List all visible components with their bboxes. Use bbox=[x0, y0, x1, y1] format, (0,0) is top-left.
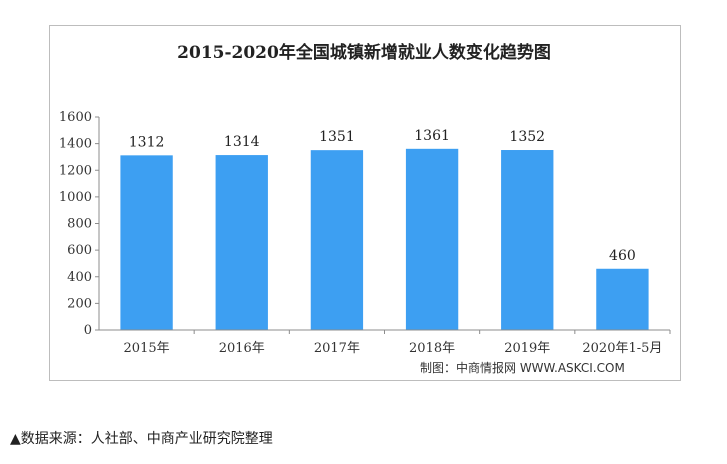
bars bbox=[120, 148, 649, 330]
y-tick-label: 400 bbox=[67, 270, 92, 285]
data-labels: 1312 1314 1351 1361 1352 460 bbox=[129, 128, 636, 264]
bar bbox=[501, 150, 554, 330]
bar bbox=[596, 268, 649, 330]
chart-credit: 制图：中商情报网 WWW.ASKCI.COM bbox=[420, 361, 625, 375]
data-source-note: ▲数据来源：人社部、中商产业研究院整理 bbox=[10, 431, 273, 447]
y-tick-label: 200 bbox=[67, 296, 92, 311]
x-tick-label: 2015年 bbox=[124, 341, 170, 356]
data-label: 1314 bbox=[224, 134, 260, 150]
x-tick-label: 2019年 bbox=[504, 341, 550, 356]
data-label: 1352 bbox=[509, 129, 545, 145]
data-label: 1351 bbox=[319, 129, 355, 145]
y-tick-label: 800 bbox=[67, 217, 92, 232]
x-tick-label: 2018年 bbox=[409, 341, 455, 356]
y-tick-label: 1000 bbox=[59, 190, 92, 205]
y-axis: 0 200 400 600 800 1000 1200 1400 1600 bbox=[59, 110, 100, 338]
bar bbox=[310, 150, 364, 330]
data-label: 1361 bbox=[414, 128, 450, 144]
y-tick-label: 1600 bbox=[59, 110, 92, 125]
chart-title: 2015-2020年全国城镇新增就业人数变化趋势图 bbox=[177, 42, 551, 63]
x-tick-label: 2020年1-5月 bbox=[582, 341, 662, 356]
bar bbox=[215, 155, 268, 330]
data-label: 1312 bbox=[129, 134, 165, 150]
y-tick-label: 600 bbox=[67, 243, 92, 258]
bar bbox=[405, 148, 459, 330]
x-tick-label: 2017年 bbox=[314, 341, 360, 356]
x-axis: 2015年 2016年 2017年 2018年 2019年 2020年1-5月 bbox=[99, 329, 671, 356]
x-tick-label: 2016年 bbox=[219, 341, 265, 356]
y-tick-label: 1400 bbox=[59, 137, 92, 152]
y-tick-label: 0 bbox=[84, 323, 92, 338]
bar bbox=[120, 155, 173, 330]
data-label: 460 bbox=[609, 248, 636, 264]
y-tick-label: 1200 bbox=[59, 163, 92, 178]
